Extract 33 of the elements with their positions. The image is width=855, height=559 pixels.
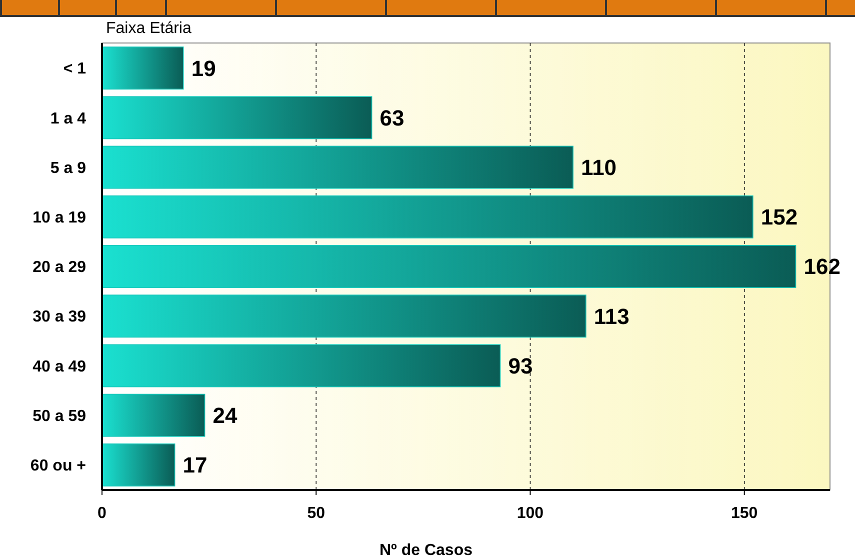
bar — [102, 146, 574, 189]
data-label: 93 — [508, 353, 533, 378]
y-tick-label: 60 ou + — [30, 458, 86, 475]
x-tick-label: 50 — [307, 505, 326, 522]
y-tick-label: < 1 — [63, 60, 86, 78]
y-tick-label: 30 a 39 — [32, 308, 86, 326]
x-axis-title: Nº de Casos — [380, 542, 473, 559]
data-label: 17 — [182, 452, 208, 478]
bar — [102, 46, 184, 90]
bar — [102, 294, 586, 338]
data-label: 63 — [380, 105, 404, 130]
bar — [102, 344, 501, 388]
data-label: 19 — [191, 56, 216, 81]
x-tick-label: 100 — [516, 505, 544, 522]
data-label: 152 — [760, 204, 798, 230]
bar — [102, 443, 176, 486]
data-label: 110 — [581, 154, 617, 180]
y-tick-label: 1 a 4 — [50, 110, 86, 128]
data-label: 113 — [594, 304, 630, 329]
y-tick-label: 5 a 9 — [50, 160, 86, 177]
data-label: 24 — [212, 403, 238, 428]
y-axis-title: Faixa Etária — [106, 20, 192, 37]
y-tick-label: 50 a 59 — [32, 408, 86, 425]
bar — [102, 394, 206, 437]
y-tick-label: 10 a 19 — [32, 209, 86, 226]
x-tick-label: 0 — [98, 505, 107, 522]
x-tick-label: 150 — [731, 505, 758, 522]
data-label: 162 — [804, 254, 840, 280]
bar — [102, 195, 754, 238]
y-tick-label: 20 a 29 — [32, 259, 86, 276]
bar — [102, 96, 372, 140]
bar — [102, 245, 796, 288]
y-tick-label: 40 a 49 — [32, 358, 86, 376]
